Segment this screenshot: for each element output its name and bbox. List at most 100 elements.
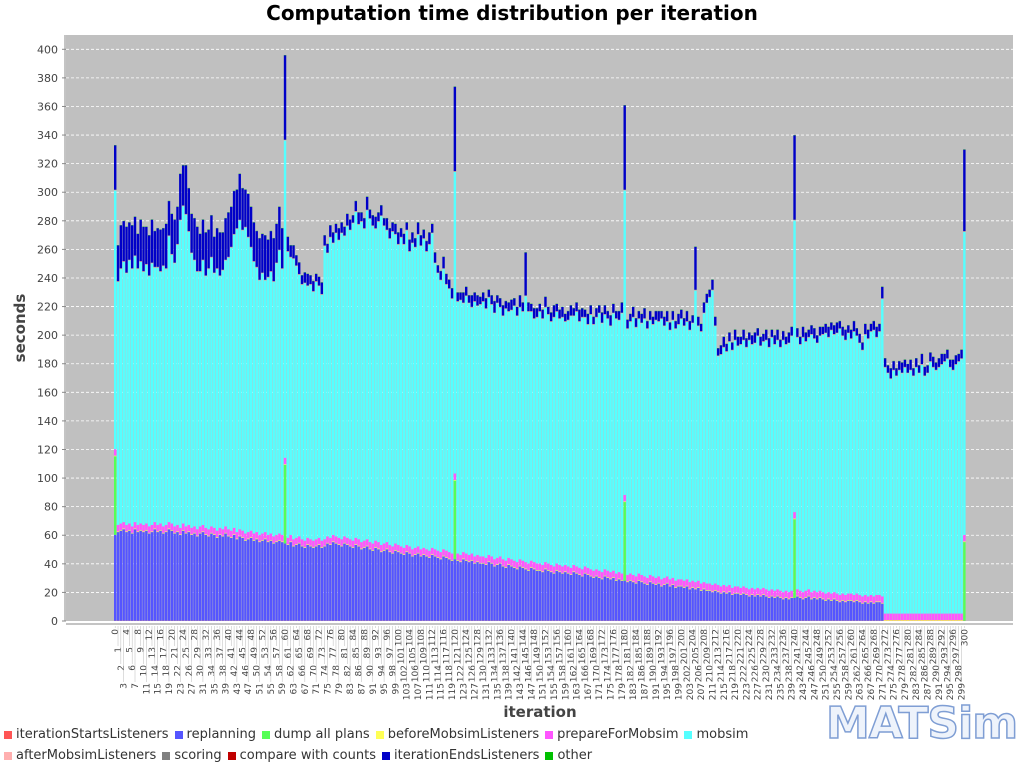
bar-iteration-75 <box>326 243 329 622</box>
bar-segment-prepareForMobsim <box>595 569 598 576</box>
bar-segment-prepareForMobsim <box>343 536 346 543</box>
bar-segment-replanning <box>572 572 575 621</box>
bar-segment-replanning <box>348 546 352 621</box>
x-tick-label: 291 <box>935 683 945 700</box>
bar-segment-mobsim <box>881 299 884 597</box>
bar-segment-iterationEndsListeners <box>838 321 842 329</box>
bar-segment-iterationEndsListeners <box>827 326 830 337</box>
bar-segment-iterationEndsListeners <box>552 305 556 317</box>
bar-segment-replanning <box>592 577 595 621</box>
bar-segment-iterationEndsListeners <box>286 236 290 252</box>
bar-iteration-76 <box>329 225 332 622</box>
bar-iteration-223 <box>745 338 748 622</box>
bar-segment-beforeMobsimListeners <box>589 575 592 577</box>
x-tick-label: 197 <box>669 647 679 664</box>
bar-segment-prepareForMobsim <box>133 522 137 529</box>
bar-segment-replanning <box>784 597 788 621</box>
bar-segment-replanning <box>354 544 358 621</box>
bar-segment-beforeMobsimListeners <box>453 479 457 481</box>
bar-segment-mobsim <box>510 310 513 560</box>
bar-segment-replanning <box>606 577 609 621</box>
x-tick-label: 254 <box>830 665 840 682</box>
bar-segment-iterationEndsListeners <box>264 235 267 280</box>
bar-segment-replanning <box>193 533 196 621</box>
x-tick-label: 294 <box>943 665 953 682</box>
bar-segment-beforeMobsimListeners <box>164 531 168 533</box>
bar-segment-prepareForMobsim <box>917 613 921 620</box>
bar-segment-prepareForMobsim <box>473 556 476 563</box>
bar-segment-prepareForMobsim <box>756 587 759 595</box>
bar-segment-iterationEndsListeners <box>776 329 779 340</box>
x-tick-label: 128 <box>474 629 484 646</box>
bar-segment-mobsim <box>210 257 213 527</box>
bar-segment-iterationEndsListeners <box>484 298 488 309</box>
bar-iteration-36 <box>215 227 219 622</box>
bar-iteration-221 <box>739 336 742 622</box>
bar-segment-prepareForMobsim <box>167 522 171 529</box>
bar-segment-beforeMobsimListeners <box>665 582 669 584</box>
bar-segment-prepareForMobsim <box>872 596 875 603</box>
bar-segment-iterationEndsListeners <box>244 189 247 227</box>
bar-segment-iterationEndsListeners <box>767 338 771 347</box>
bar-segment-prepareForMobsim <box>657 576 660 583</box>
bar-segment-iterationEndsListeners <box>708 289 711 297</box>
bar-segment-mobsim <box>654 320 658 578</box>
bar-iteration-190 <box>651 316 655 622</box>
bar-segment-mobsim <box>467 303 471 555</box>
bar-segment-replanning <box>711 592 714 621</box>
bar-segment-prepareForMobsim <box>861 596 864 603</box>
x-tick-label: 211 <box>708 683 718 700</box>
bar-segment-beforeMobsimListeners <box>433 555 437 557</box>
bar-segment-iterationEndsListeners <box>184 165 188 214</box>
bar-segment-beforeMobsimListeners <box>252 539 256 541</box>
bar-segment-iterationEndsListeners <box>527 302 530 312</box>
bar-segment-iterationEndsListeners <box>665 311 669 322</box>
bar-iteration-160 <box>566 310 570 622</box>
bar-segment-replanning <box>496 564 499 621</box>
bar-segment-iterationEndsListeners <box>119 225 123 269</box>
bar-iteration-211 <box>711 279 714 622</box>
bar-segment-beforeMobsimListeners <box>903 620 907 621</box>
x-tick-label: 135 <box>493 683 503 700</box>
bar-segment-iterationEndsListeners <box>360 212 363 222</box>
bar-iteration-61 <box>286 236 290 622</box>
bar-segment-prepareForMobsim <box>629 573 632 580</box>
bar-segment-replanning <box>694 589 697 621</box>
bar-iteration-150 <box>538 303 541 622</box>
bar-segment-mobsim <box>261 273 264 534</box>
bar-segment-mobsim <box>391 231 394 547</box>
bar-segment-prepareForMobsim <box>665 576 669 583</box>
bar-segment-replanning <box>442 556 445 621</box>
bar-iteration-98 <box>391 222 394 622</box>
bar-segment-beforeMobsimListeners <box>334 542 338 544</box>
x-tick-label: 163 <box>573 683 583 700</box>
bar-segment-mobsim <box>213 273 216 528</box>
bar-segment-prepareForMobsim <box>439 552 442 559</box>
bar-iteration-258 <box>844 329 847 622</box>
x-tick-label: 262 <box>853 665 863 682</box>
bar-segment-iterationEndsListeners <box>733 329 737 340</box>
bar-segment-iterationEndsListeners <box>351 215 355 223</box>
x-tick-label: 77 <box>329 647 339 658</box>
bar-segment-replanning <box>173 533 176 621</box>
x-tick-label: 296 <box>949 629 959 646</box>
legend-swatch <box>174 731 183 739</box>
bar-iteration-35 <box>213 236 216 622</box>
bar-iteration-113 <box>433 252 437 622</box>
bar-segment-iterationEndsListeners <box>368 209 372 219</box>
x-tick-label: 204 <box>689 629 699 646</box>
bar-segment-replanning <box>532 569 536 621</box>
x-tick-label: 205 <box>691 647 701 664</box>
bar-iteration-47 <box>247 193 250 622</box>
bar-segment-iterationEndsListeners <box>725 344 728 352</box>
bar-segment-mobsim <box>241 230 244 531</box>
bar-segment-replanning <box>844 602 847 621</box>
y-tick-label: 300 <box>37 186 58 199</box>
bar-segment-replanning <box>716 592 720 621</box>
bar-segment-beforeMobsimListeners <box>504 567 508 568</box>
x-tick-label: 13 <box>148 647 158 658</box>
bar-segment-beforeMobsimListeners <box>677 585 680 587</box>
bar-segment-mobsim <box>340 233 343 540</box>
bar-segment-prepareForMobsim <box>578 567 581 575</box>
x-tick-label: 59 <box>278 683 288 695</box>
